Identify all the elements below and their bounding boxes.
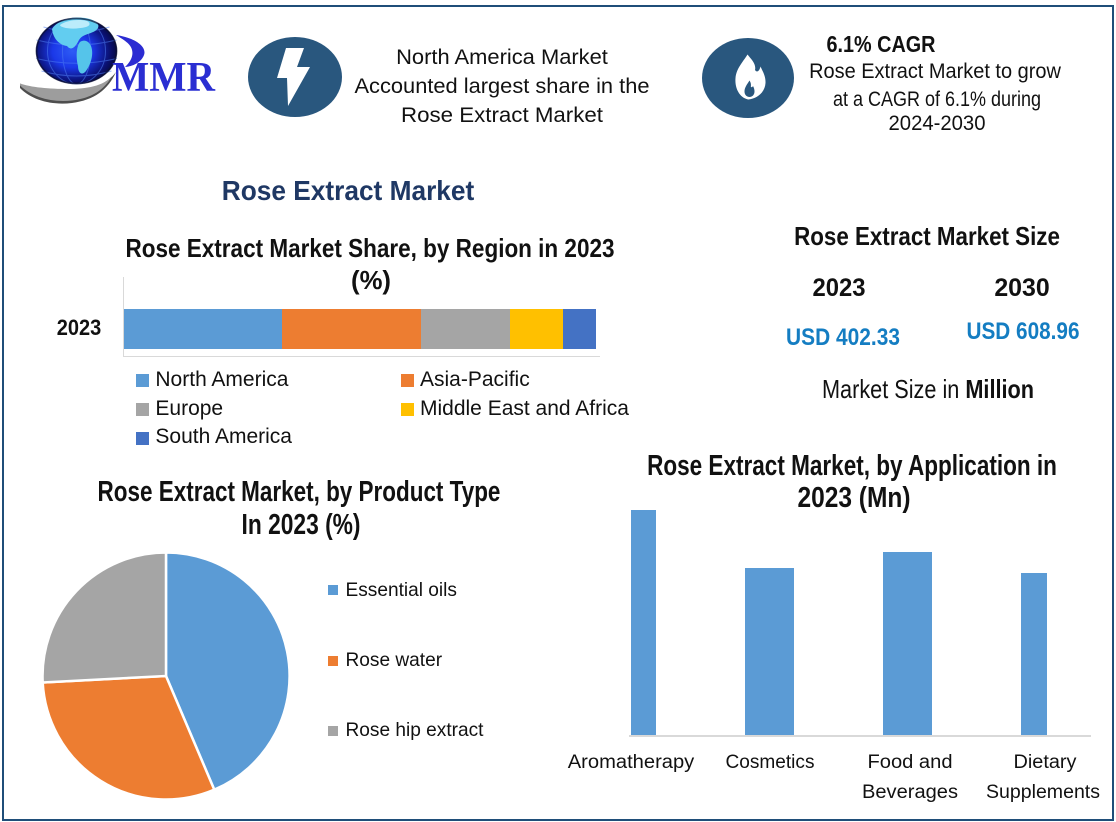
svg-text:MMR: MMR [112, 55, 216, 101]
